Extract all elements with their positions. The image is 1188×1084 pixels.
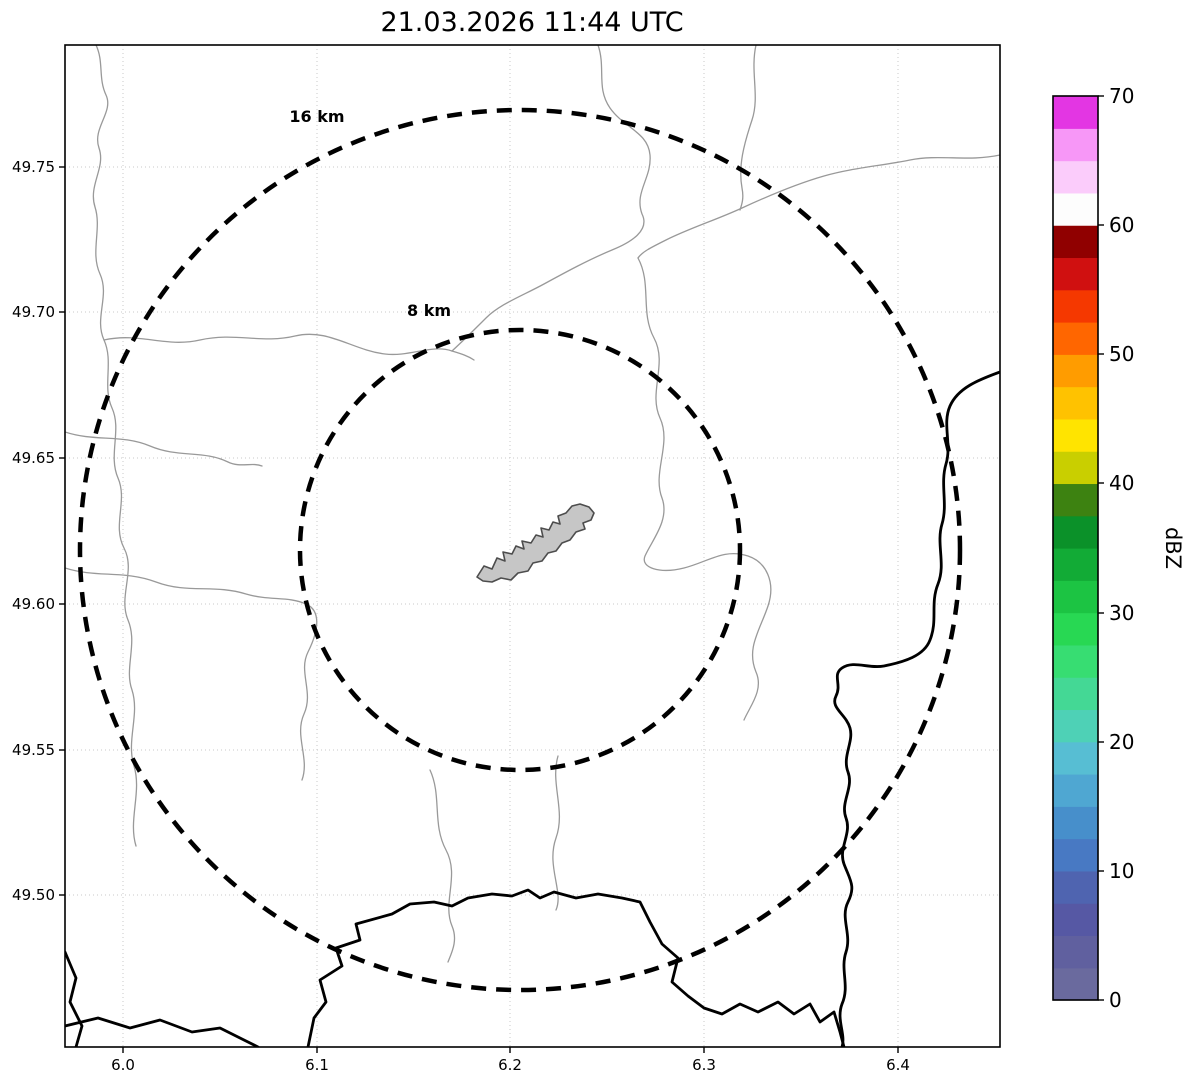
colorbar: 0 10 20 30 40 50 60 70 dBZ <box>1052 84 1185 1012</box>
colorbar-band <box>1053 870 1098 904</box>
minor-line <box>92 45 138 847</box>
colorbar-band <box>1053 935 1098 969</box>
colorbar-band <box>1053 322 1098 355</box>
border-corner-sw <box>65 950 84 1047</box>
colorbar-band <box>1053 483 1098 517</box>
minor-line <box>429 769 456 963</box>
y-tick-label: 49.70 <box>12 303 55 321</box>
colorbar-tick-labels: 0 10 20 30 40 50 60 70 <box>1109 84 1134 1012</box>
colorbar-band <box>1053 903 1098 937</box>
x-tick-label: 6.4 <box>886 1056 910 1074</box>
minor-line <box>637 154 1000 259</box>
colorbar-band <box>1053 257 1098 291</box>
colorbar-band <box>1053 644 1098 678</box>
colorbar-tick-label: 10 <box>1109 859 1134 883</box>
x-tick-label: 6.2 <box>498 1056 522 1074</box>
minor-line <box>739 45 757 211</box>
minor-line <box>451 45 651 352</box>
colorbar-tick-label: 0 <box>1109 988 1122 1012</box>
colorbar-band <box>1053 548 1098 581</box>
colorbar-band <box>1053 289 1098 323</box>
colorbar-band <box>1053 806 1098 840</box>
y-tick-label: 49.65 <box>12 449 55 467</box>
y-tick-label: 49.55 <box>12 741 55 759</box>
colorbar-tick-label: 60 <box>1109 213 1134 237</box>
colorbar-band <box>1053 741 1098 775</box>
colorbar-frame <box>1052 95 1099 1001</box>
y-axis-tick-labels: 49.75 49.70 49.65 49.60 49.55 49.50 <box>12 158 55 904</box>
colorbar-band <box>1053 515 1098 549</box>
y-tick-label: 49.75 <box>12 158 55 176</box>
minor-line <box>637 257 772 721</box>
y-tick-label: 49.50 <box>12 886 55 904</box>
colorbar-band <box>1053 580 1098 614</box>
colorbar-band <box>1053 677 1098 711</box>
plot-title: 21.03.2026 11:44 UTC <box>380 7 683 38</box>
colorbar-band <box>1053 386 1098 420</box>
colorbar-band <box>1053 354 1098 388</box>
colorbar-band <box>1053 96 1098 129</box>
country-border-lines <box>65 370 1000 1047</box>
colorbar-band <box>1053 128 1098 162</box>
colorbar-band <box>1053 967 1098 1001</box>
x-axis-tick-labels: 6.0 6.1 6.2 6.3 6.4 <box>111 1056 910 1074</box>
x-tick-label: 6.3 <box>692 1056 716 1074</box>
colorbar-ticks <box>1098 95 1104 1001</box>
range-ring-8km-label: 8 km <box>407 301 451 320</box>
colorbar-tick-label: 50 <box>1109 342 1134 366</box>
colorbar-band <box>1053 709 1098 743</box>
range-ring-8km <box>297 327 743 773</box>
minor-line <box>65 431 263 467</box>
colorbar-tick-label: 70 <box>1109 84 1134 108</box>
x-axis-ticks <box>122 1047 899 1053</box>
y-tick-label: 49.60 <box>12 595 55 613</box>
colorbar-band <box>1053 774 1098 807</box>
colorbar-band <box>1053 192 1098 226</box>
colorbar-axis-label: dBZ <box>1161 527 1185 569</box>
colorbar-band <box>1053 451 1098 485</box>
colorbar-band <box>1053 418 1098 452</box>
x-tick-label: 6.0 <box>111 1056 135 1074</box>
colorbar-band <box>1053 612 1098 646</box>
y-axis-ticks <box>59 166 65 896</box>
colorbar-tick-label: 30 <box>1109 601 1134 625</box>
border-river-east <box>833 370 1000 1047</box>
colorbar-tick-label: 20 <box>1109 730 1134 754</box>
x-tick-label: 6.1 <box>305 1056 329 1074</box>
city-boundary-polygon <box>476 503 595 583</box>
border-south-west <box>65 1016 260 1047</box>
colorbar-band <box>1053 838 1098 872</box>
colorbar-band <box>1053 225 1098 259</box>
range-ring-16km-label: 16 km <box>289 107 344 126</box>
plot-frame <box>64 44 1001 1048</box>
border-south <box>306 888 846 1047</box>
colorbar-bands <box>1053 96 1098 1001</box>
colorbar-tick-label: 40 <box>1109 471 1134 495</box>
range-ring-16km <box>77 107 963 993</box>
colorbar-band <box>1053 160 1098 194</box>
